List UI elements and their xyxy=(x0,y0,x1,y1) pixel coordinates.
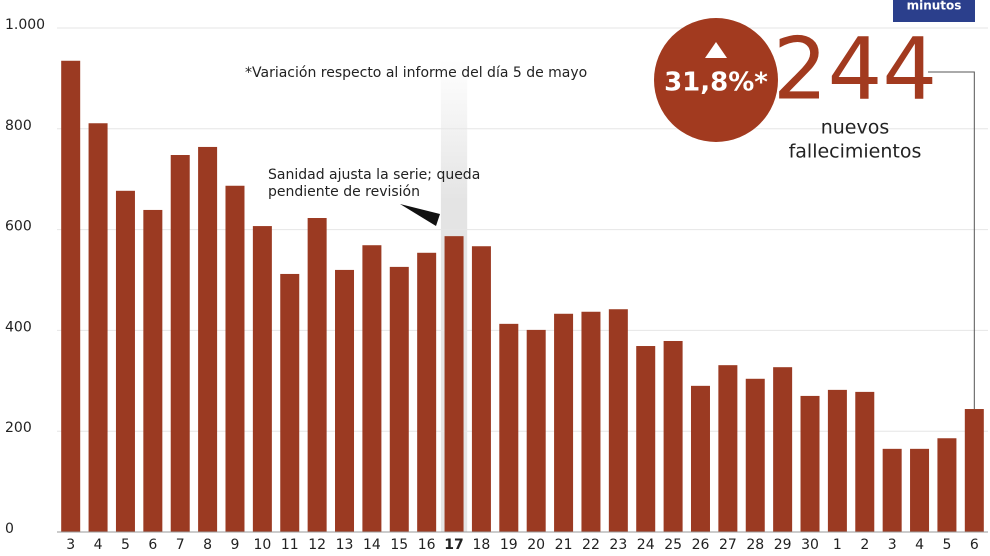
x-tick-label: 3 xyxy=(888,537,897,553)
x-tick-label: 11 xyxy=(281,537,299,553)
bar xyxy=(499,323,519,532)
bar xyxy=(335,269,355,532)
bar xyxy=(773,367,793,532)
bar xyxy=(471,246,491,532)
badge-arrow xyxy=(705,42,727,58)
connector xyxy=(928,71,975,410)
x-tick-label: 14 xyxy=(363,537,381,553)
bar xyxy=(362,245,382,532)
bar xyxy=(581,311,601,532)
x-tick-label: 5 xyxy=(121,537,130,553)
x-tick-label: 12 xyxy=(308,537,326,553)
annotation-arrow xyxy=(400,204,440,226)
bar xyxy=(718,365,738,532)
x-tick-label: 30 xyxy=(801,537,819,553)
y-tick-label: 200 xyxy=(5,420,32,436)
x-tick-label: 4 xyxy=(915,537,924,553)
x-tick-label: 23 xyxy=(609,537,627,553)
x-tick-label: 9 xyxy=(231,537,240,553)
logo: minutos xyxy=(907,0,962,13)
bar xyxy=(170,155,190,532)
headline-label: nuevos xyxy=(821,117,890,139)
x-tick-label: 19 xyxy=(500,537,518,553)
x-tick-label: 5 xyxy=(942,537,951,553)
bar xyxy=(307,218,327,532)
badge-circle xyxy=(654,18,778,142)
bar xyxy=(444,236,464,533)
x-tick-label: 2 xyxy=(860,537,869,553)
x-tick-label: 17 xyxy=(444,537,463,553)
x-tick-label: 4 xyxy=(94,537,103,553)
x-tick-label: 26 xyxy=(692,537,710,553)
bar xyxy=(280,273,300,532)
x-tick-label: 8 xyxy=(203,537,212,553)
bar xyxy=(198,146,218,532)
x-tick-label: 6 xyxy=(970,537,979,553)
bar xyxy=(690,385,710,532)
note: *Variación respecto al informe del día 5… xyxy=(245,65,587,81)
bar xyxy=(225,185,245,532)
bar xyxy=(800,395,820,532)
x-tick-label: 22 xyxy=(582,537,600,553)
annotation: Sanidad ajusta la serie; queda xyxy=(268,167,480,183)
bar xyxy=(554,313,574,532)
annotation: pendiente de revisión xyxy=(268,184,420,200)
bar xyxy=(937,438,957,532)
bar xyxy=(910,448,930,532)
y-tick-label: 800 xyxy=(5,118,32,134)
bar xyxy=(636,346,656,532)
x-tick-label: 20 xyxy=(527,537,545,553)
y-tick-label: 1.000 xyxy=(5,17,45,33)
x-tick-label: 16 xyxy=(418,537,436,553)
bar xyxy=(827,389,847,532)
x-tick-label: 7 xyxy=(176,537,185,553)
bar xyxy=(663,340,683,532)
bar xyxy=(882,448,902,532)
bar xyxy=(855,391,875,532)
y-tick-label: 400 xyxy=(5,319,32,335)
bar xyxy=(745,378,765,532)
x-tick-label: 21 xyxy=(555,537,573,553)
bar xyxy=(115,190,135,533)
x-tick-label: 25 xyxy=(664,537,682,553)
x-tick-label: 29 xyxy=(774,537,792,553)
bar xyxy=(417,252,437,532)
x-tick-label: 24 xyxy=(637,537,655,553)
bar xyxy=(389,266,409,532)
bar xyxy=(526,329,546,532)
headline-number: 244 xyxy=(773,19,937,119)
x-tick-label: 1 xyxy=(833,537,842,553)
x-tick-label: 6 xyxy=(148,537,157,553)
x-tick-label: 3 xyxy=(66,537,75,553)
x-tick-label: 18 xyxy=(473,537,491,553)
x-tick-label: 28 xyxy=(746,537,764,553)
badge-text: 31,8%* xyxy=(664,68,768,98)
bar xyxy=(88,123,108,533)
y-tick-label: 0 xyxy=(5,521,14,537)
x-tick-label: 15 xyxy=(390,537,408,553)
bar xyxy=(143,209,163,532)
x-tick-label: 10 xyxy=(253,537,271,553)
headline-label: fallecimientos xyxy=(789,141,922,163)
bar xyxy=(608,309,628,532)
x-tick-label: 13 xyxy=(336,537,354,553)
bar xyxy=(61,60,81,532)
bar xyxy=(964,409,984,532)
logo-box xyxy=(893,0,975,22)
y-tick-label: 600 xyxy=(5,219,32,235)
bar xyxy=(252,226,272,532)
x-tick-label: 27 xyxy=(719,537,737,553)
